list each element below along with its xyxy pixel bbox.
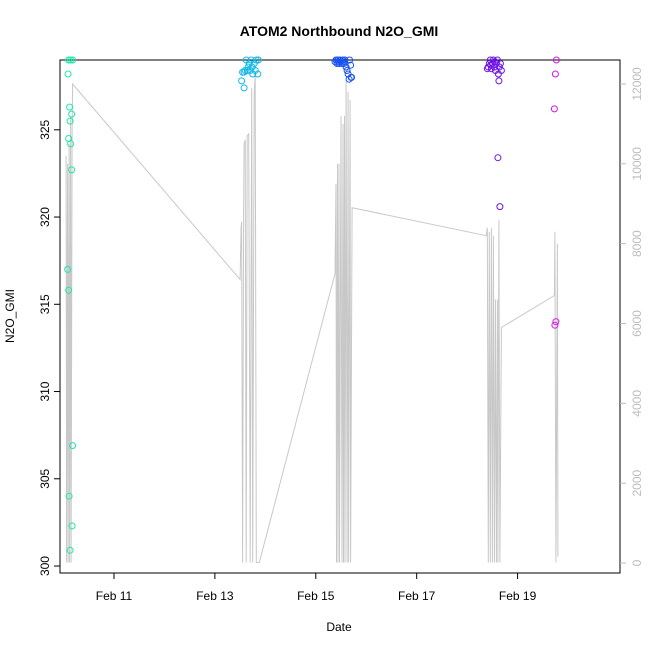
data-point-s0-8	[68, 110, 76, 118]
data-point-s1-6	[240, 84, 248, 92]
x-tick-label-3: Feb 17	[398, 589, 436, 603]
data-point-s0-12	[67, 56, 75, 64]
y-axis-label: N2O_GMI	[3, 289, 17, 343]
data-point-s0-10	[64, 70, 72, 78]
points-layer	[64, 56, 560, 554]
data-point-s4-1	[551, 70, 559, 78]
data-point-s0-15	[67, 140, 75, 148]
data-point-s0-7	[66, 117, 74, 125]
data-point-s0-3	[66, 546, 74, 554]
data-point-s2-18	[348, 73, 356, 81]
data-point-s2-16	[347, 61, 355, 69]
data-point-s3-15	[497, 67, 505, 74]
x-tick-label-1: Feb 13	[196, 589, 234, 603]
y2-tick-label-6: 12000	[630, 67, 644, 101]
x-axis-label: Date	[326, 620, 352, 634]
data-point-s1-15	[244, 63, 252, 71]
y2-axis: 0 2000 4000 6000 8000 10000 12000	[620, 67, 644, 566]
data-point-s3-18	[487, 61, 495, 69]
data-point-s1-10	[250, 60, 258, 67]
data-point-s4-4	[552, 318, 560, 326]
y2-tick-label-5: 10000	[630, 147, 644, 181]
y2-tick-label-4: 8000	[630, 230, 644, 257]
data-point-s0-13	[69, 56, 77, 64]
data-point-s1-13	[254, 70, 262, 78]
y2-tick-label-1: 2000	[630, 470, 644, 497]
x-tick-label-0: Feb 11	[96, 589, 133, 603]
secondary-series-line	[65, 75, 559, 563]
data-point-s0-4	[68, 522, 76, 530]
y-tick-label-3: 315	[38, 294, 52, 314]
x-tick-label-2: Feb 15	[297, 589, 335, 603]
y-tick-label-0: 300	[38, 556, 52, 576]
data-point-s4-0	[550, 105, 558, 113]
data-point-s1-17	[248, 63, 256, 71]
x-tick-label-4: Feb 19	[499, 589, 537, 603]
data-point-s1-14	[254, 56, 262, 64]
data-point-s1-5	[243, 67, 251, 74]
data-point-s0-5	[69, 442, 77, 450]
data-point-s0-9	[66, 103, 74, 111]
data-point-s3-12	[495, 77, 503, 85]
data-point-s2-5	[336, 56, 344, 64]
data-point-s3-19	[491, 58, 499, 66]
secondary-line-layer	[65, 75, 559, 563]
data-point-s0-14	[68, 166, 76, 174]
data-point-s0-2	[65, 492, 73, 500]
y-tick-label-5: 325	[38, 119, 52, 139]
data-point-s0-0	[64, 265, 72, 273]
data-point-s3-3	[486, 56, 494, 64]
data-point-s1-0	[238, 77, 246, 85]
y-axis: 300 305 310 315 320 325	[38, 119, 60, 576]
data-point-s3-17	[496, 203, 504, 211]
data-point-s2-20	[341, 58, 348, 66]
data-point-s1-12	[252, 56, 260, 64]
y2-tick-label-0: 0	[630, 559, 644, 566]
data-point-s3-13	[495, 63, 503, 71]
data-point-s3-7	[490, 63, 498, 71]
data-point-s2-12	[343, 67, 351, 74]
x-axis: Feb 11 Feb 13 Feb 15 Feb 17 Feb 19	[96, 573, 537, 603]
y-tick-label-1: 305	[38, 468, 52, 488]
data-point-s0-1	[65, 286, 73, 294]
data-point-s0-11	[65, 56, 73, 64]
y-tick-label-2: 310	[38, 381, 52, 401]
chart-title: ATOM2 Northbound N2O_GMI	[240, 23, 439, 39]
data-point-s4-2	[552, 56, 560, 64]
y-tick-label-4: 320	[38, 207, 52, 227]
data-point-s3-16	[494, 154, 502, 162]
data-point-s2-8	[339, 56, 347, 64]
data-point-s4-3	[551, 321, 559, 329]
y2-tick-label-2: 4000	[630, 390, 644, 417]
y2-tick-label-3: 6000	[630, 310, 644, 337]
